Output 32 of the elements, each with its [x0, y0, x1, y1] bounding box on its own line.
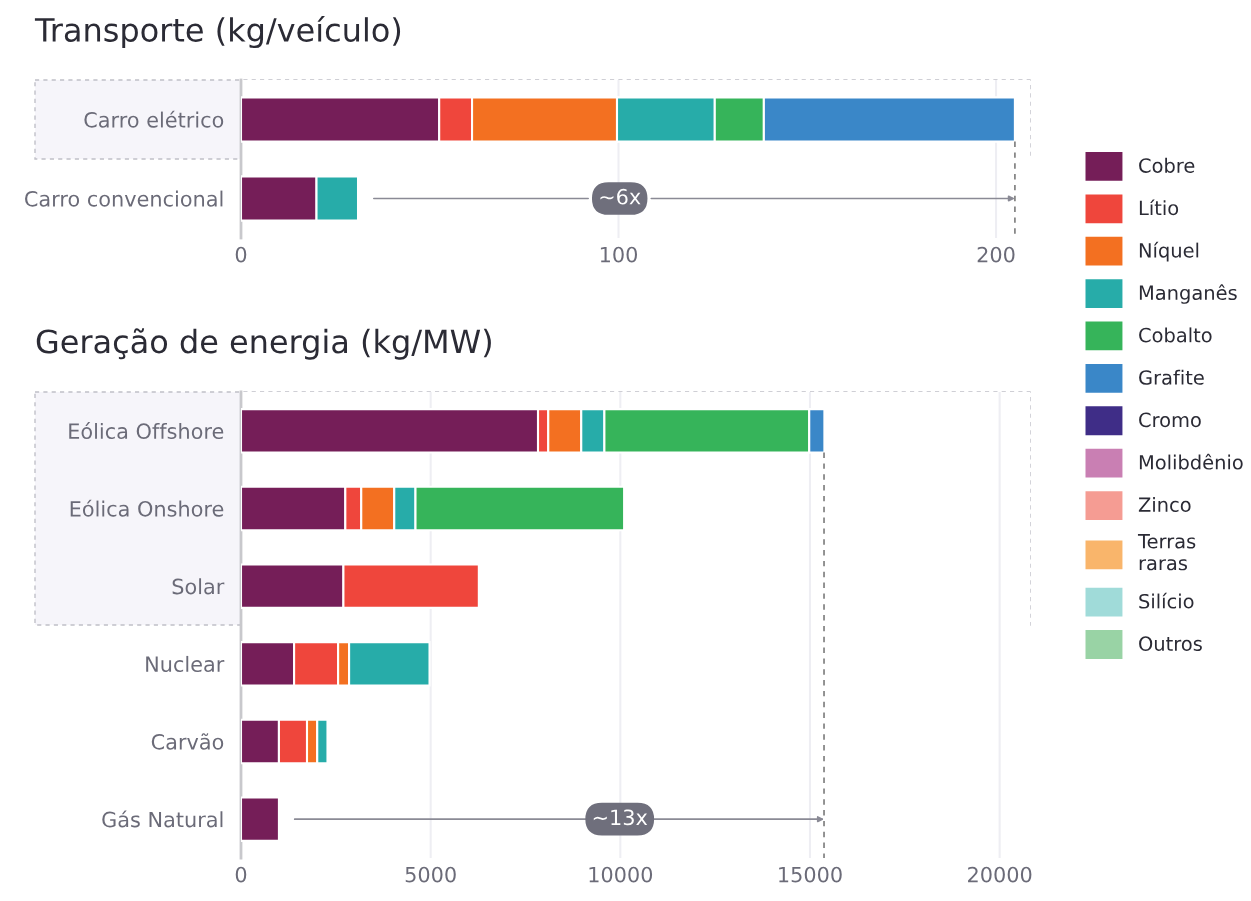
x-tick-label: 5000 — [405, 866, 456, 883]
legend-label: Cobre — [1139, 157, 1195, 173]
annotation: ~13x — [593, 809, 648, 826]
x-tick-label: 20000 — [968, 866, 1032, 883]
y-tick-label: Carro convencional — [25, 190, 223, 207]
legend-label: Cobalto — [1139, 327, 1212, 343]
annotation: ~6x — [600, 188, 641, 205]
legend-label: Outros — [1139, 636, 1202, 651]
legend-label: Terras raras — [1137, 534, 1196, 571]
y-tick-label: Solar — [172, 578, 225, 595]
legend-label: Lítio — [1139, 199, 1179, 216]
x-tick-label: 10000 — [589, 866, 653, 883]
legend-label: Cromo — [1139, 412, 1201, 428]
y-tick-label: Carro elétrico — [84, 110, 224, 128]
legend-label: Grafite — [1139, 369, 1204, 385]
x-tick-label: 200 — [977, 246, 1015, 263]
legend-label: Molibdênio — [1139, 453, 1243, 470]
x-tick-label: 100 — [600, 246, 638, 263]
x-tick-label: 0 — [235, 866, 247, 883]
x-tick-label: 0 — [235, 246, 247, 263]
y-tick-label: Eólica Onshore — [70, 499, 224, 517]
y-tick-label: Eólica Offshore — [69, 422, 224, 440]
x-tick-label: 15000 — [779, 866, 842, 883]
legend-label: Manganês — [1139, 284, 1237, 304]
y-tick-label: Gás Natural — [102, 810, 223, 828]
chart-title: Geração de energia (kg/MW) — [36, 328, 491, 360]
chart-title: Transporte (kg/veículo) — [34, 15, 401, 49]
legend-label: Níquel — [1139, 241, 1199, 262]
legend-label: Silício — [1139, 592, 1194, 609]
y-tick-label: Carvão — [151, 733, 224, 750]
legend-label: Zinco — [1138, 496, 1191, 513]
y-tick-label: Nuclear — [146, 655, 225, 673]
